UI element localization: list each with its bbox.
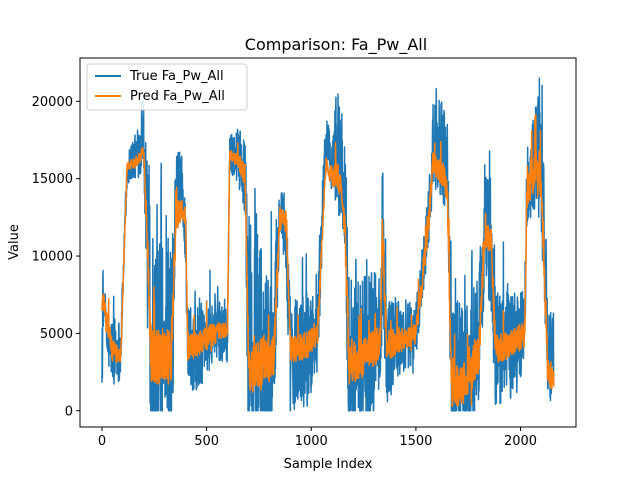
x-tick-label: 1500 — [399, 434, 432, 449]
legend-label-true: True Fa_Pw_All — [129, 69, 224, 84]
y-axis: 0 5000 10000 15000 20000 — [32, 95, 80, 419]
y-tick-label: 15000 — [32, 172, 73, 187]
series-line-pred — [101, 113, 555, 407]
x-tick-label: 2000 — [504, 434, 537, 449]
y-tick-label: 20000 — [32, 95, 73, 110]
x-tick-label: 0 — [98, 434, 106, 449]
chart-title: Comparison: Fa_Pw_All — [245, 35, 427, 55]
x-axis-label: Sample Index — [284, 457, 373, 472]
legend-label-pred: Pred Fa_Pw_All — [130, 89, 225, 104]
plot-frame — [79, 57, 577, 428]
series-line-true — [101, 77, 555, 412]
y-tick-label: 5000 — [40, 327, 73, 342]
y-tick-label: 0 — [65, 404, 73, 419]
series-layer — [101, 77, 555, 412]
x-tick-label: 500 — [194, 434, 219, 449]
legend-box — [86, 63, 248, 111]
y-axis-label: Value — [7, 224, 22, 260]
x-axis: 0 500 1000 1500 2000 — [98, 427, 537, 449]
y-tick-label: 10000 — [32, 250, 73, 265]
x-tick-label: 1000 — [295, 434, 328, 449]
legend: True Fa_Pw_All Pred Fa_Pw_All — [86, 63, 248, 111]
